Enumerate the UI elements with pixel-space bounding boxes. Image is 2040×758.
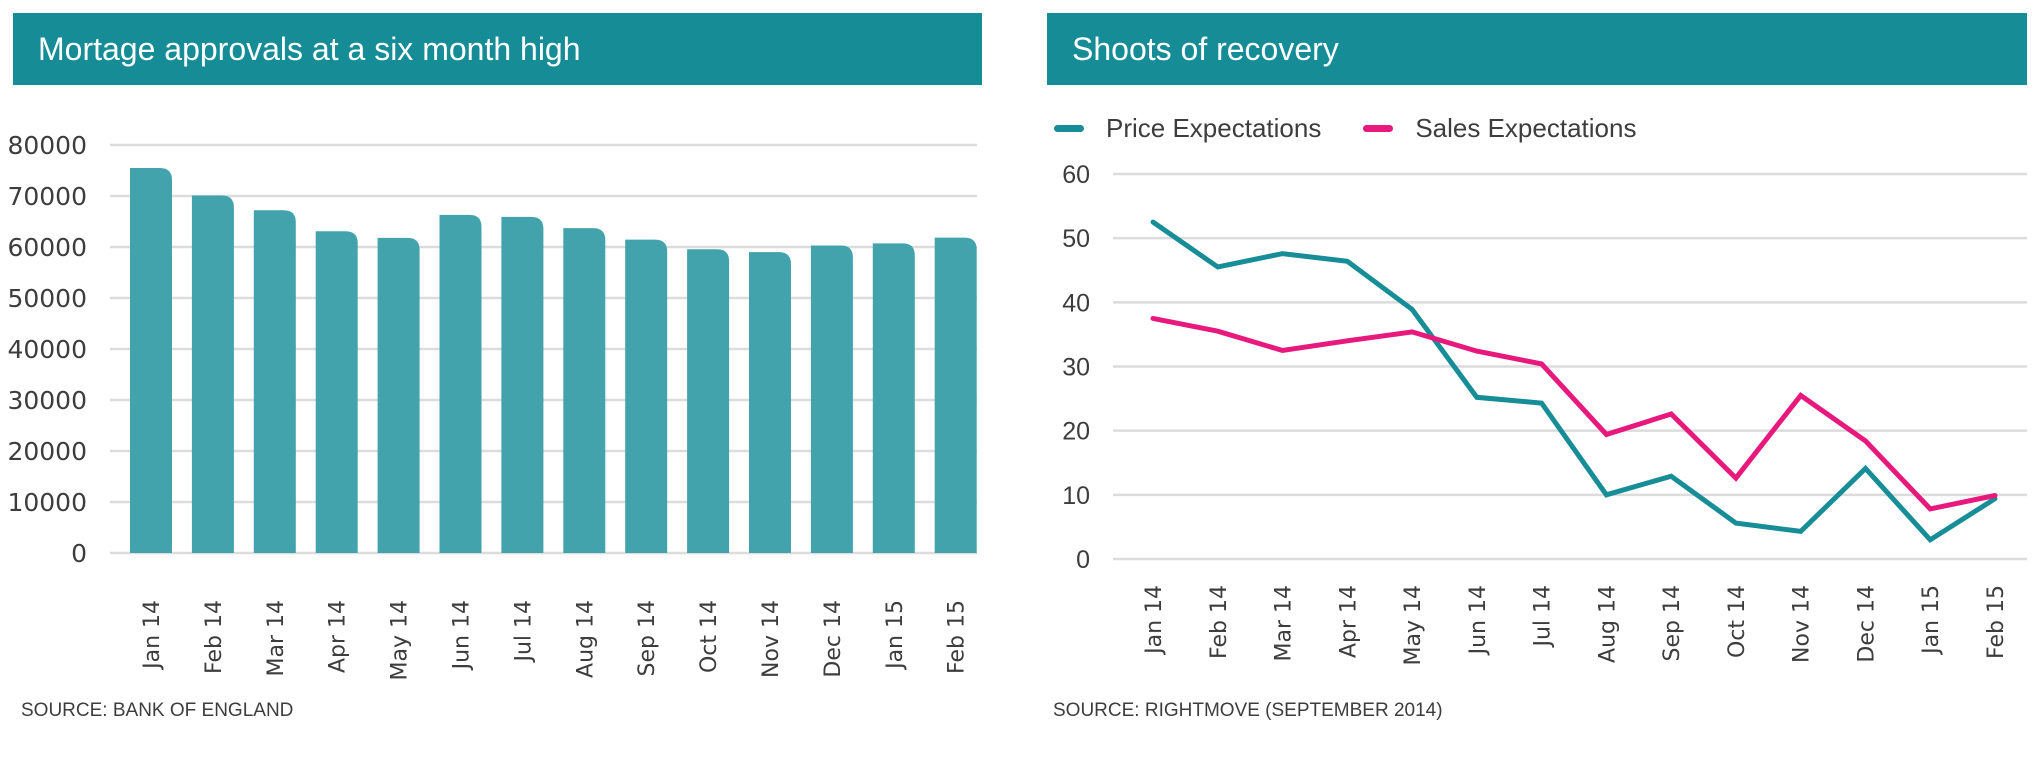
- y-tick-label: 60000: [7, 233, 87, 262]
- y-tick-label: 30: [1062, 354, 1090, 382]
- x-tick-label: Nov 14: [759, 600, 784, 678]
- x-tick-label: Apr 14: [1336, 585, 1361, 658]
- price-legend-swatch-icon: [1054, 124, 1084, 132]
- y-tick-label: 20: [1062, 418, 1090, 446]
- y-tick-label: 40000: [7, 335, 87, 364]
- y-tick-label: 60: [1062, 161, 1090, 189]
- x-tick-label: Feb 15: [1984, 585, 2009, 659]
- sales-legend-swatch-icon: [1363, 124, 1394, 132]
- bar-chart: 0 10000 20000 30000 40000 50000 60000 70000 8000…: [7, 131, 977, 680]
- legend-item-price: Price Expectations: [1054, 113, 1321, 144]
- legend-label-price: Price Expectations: [1106, 112, 1322, 143]
- x-tick-label: Feb 14: [202, 600, 227, 674]
- bar-chart-source: SOURCE: BANK OF ENGLAND: [21, 700, 294, 721]
- x-tick-label: Jan 14: [140, 600, 165, 671]
- bar: [377, 237, 420, 553]
- bar: [625, 239, 668, 554]
- x-tick-label: May 14: [1401, 585, 1426, 665]
- line-chart-title: Shoots of recovery: [1047, 13, 2027, 85]
- x-tick-label: Jan 15: [1919, 585, 1944, 656]
- x-tick-label: Jan 15: [883, 600, 908, 671]
- bar: [872, 243, 915, 553]
- x-tick-label: Jul 14: [1531, 585, 1556, 649]
- x-tick-label: Dec 14: [1854, 585, 1879, 663]
- bar: [191, 195, 234, 554]
- y-tick-label: 50000: [7, 284, 87, 313]
- x-tick-label: Jan 14: [1142, 585, 1167, 656]
- x-tick-label: Sep 14: [635, 600, 660, 676]
- x-tick-label: Oct 14: [697, 600, 722, 673]
- x-tick-label: Jun 14: [450, 600, 475, 671]
- x-tick-label: Aug 14: [573, 600, 598, 678]
- price-expectations-line: [1150, 219, 1998, 544]
- sales-expectations-line: [1150, 315, 1998, 512]
- y-tick-label: 40: [1062, 289, 1090, 317]
- legend-item-sales: Sales Expectations: [1363, 113, 1636, 144]
- line-chart-source: SOURCE: RIGHTMOVE (SEPTEMBER 2014): [1053, 700, 1443, 721]
- x-tick-label: Sep 14: [1660, 585, 1685, 661]
- x-tick-label: May 14: [388, 600, 413, 680]
- y-tick-label: 50: [1062, 225, 1090, 253]
- y-tick-label: 10: [1062, 482, 1090, 510]
- line-chart-legend: Price Expectations Sales Expectations: [1054, 108, 1678, 148]
- x-tick-label: Aug 14: [1595, 585, 1620, 663]
- bar: [563, 228, 606, 553]
- bar: [439, 214, 482, 553]
- x-tick-label: Dec 14: [821, 600, 846, 678]
- x-tick-label: Nov 14: [1790, 585, 1815, 663]
- bar: [749, 252, 791, 553]
- x-tick-label: Mar 14: [264, 600, 289, 677]
- bar: [810, 245, 853, 553]
- y-tick-label: 80000: [7, 131, 87, 160]
- bar: [315, 231, 358, 553]
- bar-chart-title: Mortage approvals at a six month high: [13, 13, 982, 85]
- y-tick-label: 0: [71, 539, 87, 568]
- y-tick-label: 0: [1076, 546, 1090, 574]
- x-tick-label: Feb 15: [945, 600, 970, 674]
- bar: [130, 167, 172, 553]
- bar: [934, 237, 977, 553]
- line-chart: 0 10 20 30 40 50 60 Jan 14 Feb 14 Mar 14 Apr 14 May…: [1062, 161, 2027, 665]
- y-tick-label: 10000: [7, 488, 87, 517]
- bar: [501, 216, 544, 553]
- x-tick-label: Oct 14: [1725, 585, 1750, 658]
- x-tick-label: Jun 14: [1466, 585, 1491, 656]
- y-tick-label: 20000: [7, 437, 87, 466]
- x-tick-label: Mar 14: [1272, 585, 1297, 662]
- y-tick-label: 70000: [7, 182, 87, 211]
- bar: [253, 210, 296, 553]
- x-tick-label: Apr 14: [326, 600, 351, 673]
- bar: [687, 249, 730, 554]
- x-tick-label: Feb 14: [1207, 585, 1232, 659]
- y-tick-label: 30000: [7, 386, 87, 415]
- legend-label-sales: Sales Expectations: [1415, 112, 1637, 143]
- x-tick-label: Jul 14: [511, 600, 536, 664]
